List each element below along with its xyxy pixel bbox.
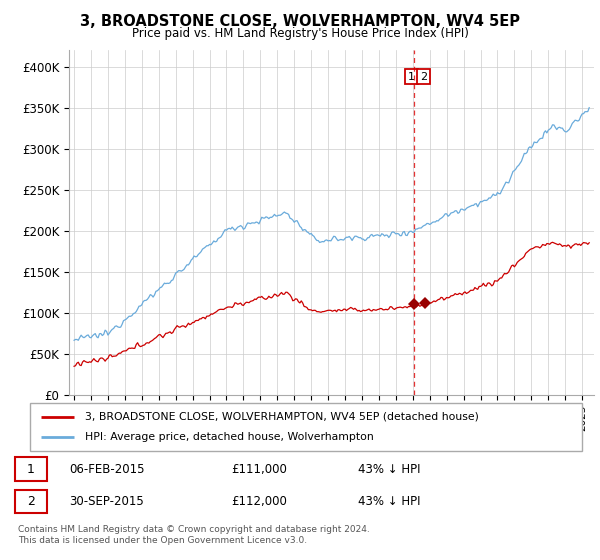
Text: 1: 1 — [27, 463, 35, 475]
Text: 06-FEB-2015: 06-FEB-2015 — [70, 463, 145, 475]
Bar — [15, 458, 47, 480]
Text: 3, BROADSTONE CLOSE, WOLVERHAMPTON, WV4 5EP (detached house): 3, BROADSTONE CLOSE, WOLVERHAMPTON, WV4 … — [85, 412, 479, 422]
Text: 43% ↓ HPI: 43% ↓ HPI — [358, 494, 420, 508]
Bar — [15, 489, 47, 513]
Text: 3, BROADSTONE CLOSE, WOLVERHAMPTON, WV4 5EP: 3, BROADSTONE CLOSE, WOLVERHAMPTON, WV4 … — [80, 14, 520, 29]
Text: £111,000: £111,000 — [231, 463, 287, 475]
Text: 43% ↓ HPI: 43% ↓ HPI — [358, 463, 420, 475]
Text: 1: 1 — [408, 72, 415, 82]
Text: 30-SEP-2015: 30-SEP-2015 — [70, 494, 145, 508]
Text: £112,000: £112,000 — [231, 494, 287, 508]
Text: 2: 2 — [420, 72, 427, 82]
Text: Contains HM Land Registry data © Crown copyright and database right 2024.
This d: Contains HM Land Registry data © Crown c… — [18, 525, 370, 545]
Text: HPI: Average price, detached house, Wolverhampton: HPI: Average price, detached house, Wolv… — [85, 432, 374, 442]
Text: 2: 2 — [27, 494, 35, 508]
Text: Price paid vs. HM Land Registry's House Price Index (HPI): Price paid vs. HM Land Registry's House … — [131, 27, 469, 40]
